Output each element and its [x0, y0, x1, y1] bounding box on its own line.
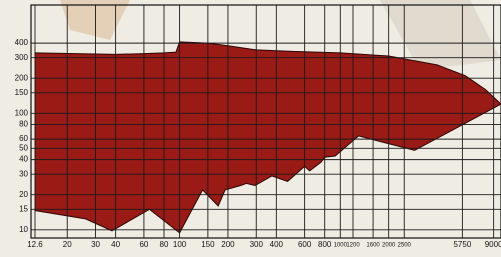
x-tick-label: 20 — [63, 240, 72, 249]
y-tick-label: 20 — [19, 190, 28, 199]
x-tick-label: 40 — [111, 240, 120, 249]
x-tick-label: 80 — [160, 240, 169, 249]
x-tick-label: 400 — [270, 240, 284, 249]
y-tick-label: 80 — [19, 120, 28, 129]
x-tick-label: 9000 — [485, 240, 501, 249]
x-tick-label: 12.6 — [27, 240, 43, 249]
y-tick-label: 100 — [15, 108, 29, 117]
x-tick-label: 60 — [139, 240, 148, 249]
x-tick-label: 5750 — [453, 240, 471, 249]
y-tick-label: 30 — [19, 169, 28, 178]
x-tick-label: 1200 — [346, 243, 360, 249]
x-tick-label: 2000 — [382, 243, 396, 249]
y-tick-label: 40 — [19, 155, 28, 164]
y-tick-label: 150 — [15, 88, 29, 97]
chart: 101520304050608010015020030040012.620304… — [0, 0, 501, 257]
x-tick-label: 300 — [250, 240, 264, 249]
x-tick-label: 1600 — [366, 243, 380, 249]
x-tick-label: 30 — [91, 240, 100, 249]
x-tick-label: 150 — [201, 240, 215, 249]
y-tick-label: 60 — [19, 134, 28, 143]
x-tick-label: 200 — [221, 240, 235, 249]
y-tick-label: 50 — [19, 143, 28, 152]
y-tick-label: 15 — [19, 204, 28, 213]
y-tick-label: 300 — [15, 53, 29, 62]
y-tick-label: 10 — [19, 225, 28, 234]
y-tick-label: 200 — [15, 73, 29, 82]
y-tick-label: 400 — [15, 38, 29, 47]
x-tick-label: 600 — [298, 240, 312, 249]
x-tick-label: 800 — [318, 240, 332, 249]
x-tick-label: 2500 — [398, 243, 412, 249]
x-tick-label: 100 — [173, 240, 187, 249]
